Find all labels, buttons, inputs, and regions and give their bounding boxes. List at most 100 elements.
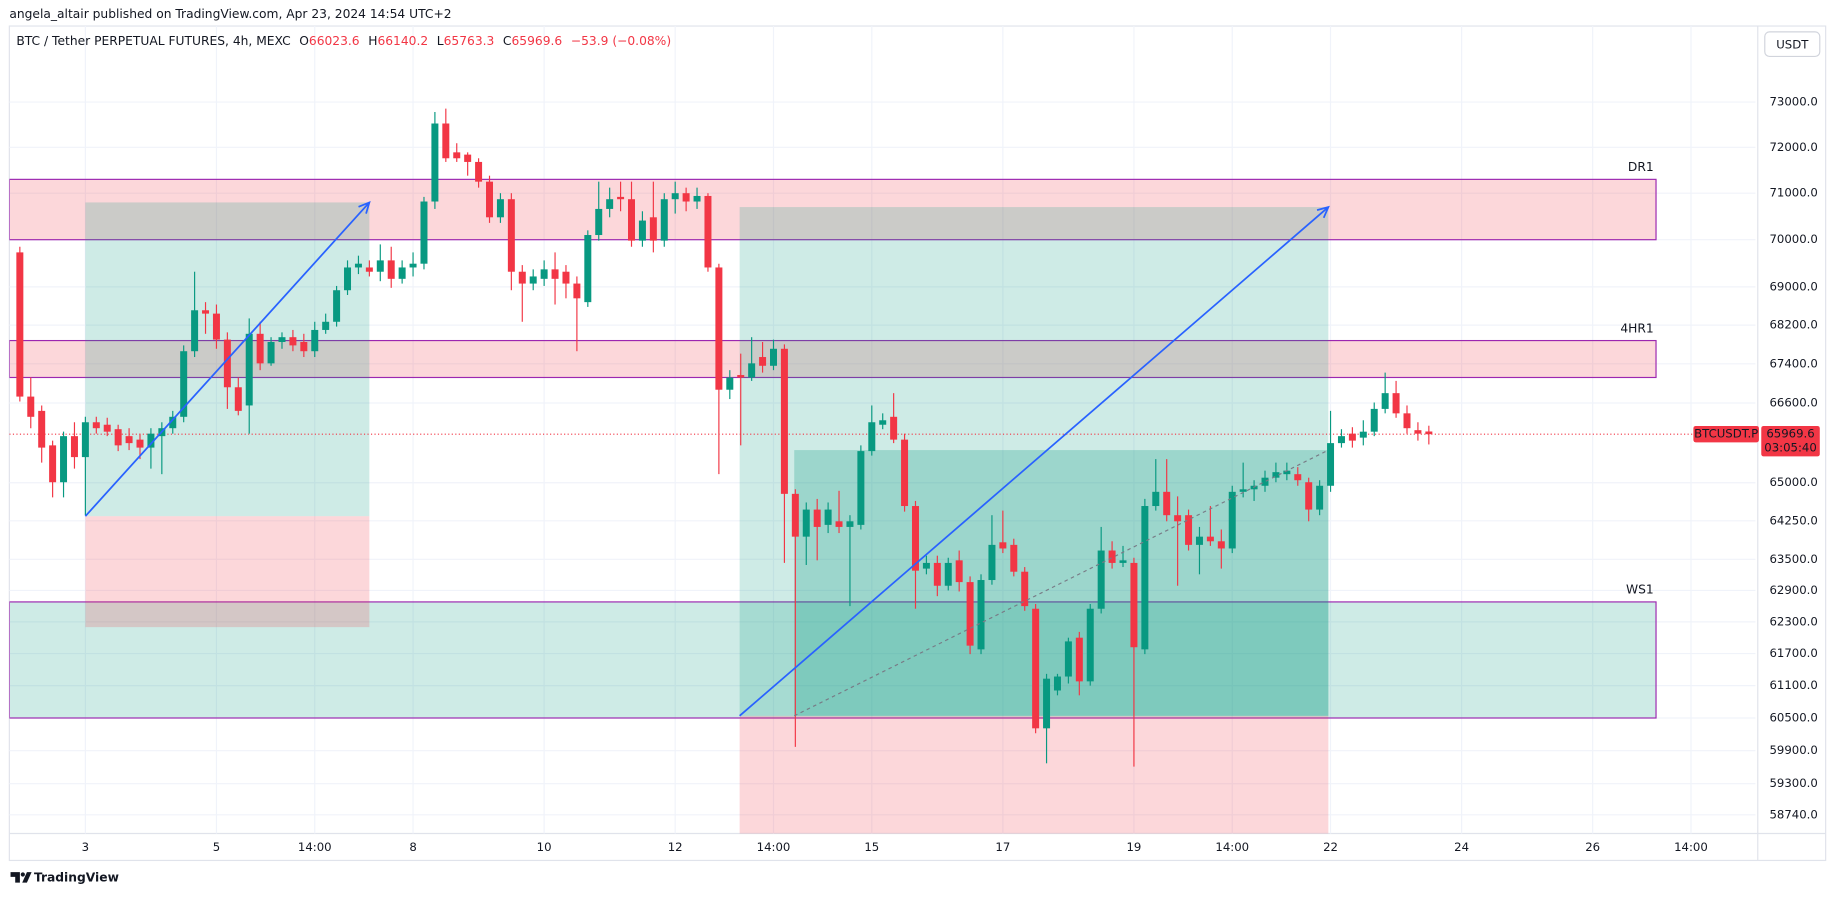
open-value: 66023.6: [309, 34, 360, 48]
candle-body: [464, 154, 472, 162]
x-tick-label: 22: [1323, 840, 1338, 854]
candle-body: [1010, 544, 1018, 572]
candle-body: [1064, 641, 1072, 677]
candle-body: [344, 267, 352, 291]
candle-body: [1337, 436, 1345, 444]
x-tick-label: 24: [1454, 840, 1469, 854]
y-tick-label: 61700.0: [1769, 646, 1817, 660]
candle-body: [1152, 491, 1160, 507]
low-label: L: [437, 34, 444, 48]
x-tick-label: 10: [537, 840, 552, 854]
currency-label[interactable]: USDT: [1776, 37, 1809, 51]
candle-body: [628, 199, 635, 241]
candle-body: [409, 263, 417, 268]
candle-body: [671, 193, 679, 200]
candle-body: [1130, 562, 1138, 648]
symbol-title: BTC / Tether PERPETUAL FUTURES, 4h, MEXC: [16, 34, 290, 48]
progress-line: [793, 449, 1329, 717]
y-tick-label: 61100.0: [1769, 678, 1817, 692]
candle-body: [1185, 515, 1193, 545]
tradingview-logo: [10, 872, 32, 883]
candle-body: [322, 321, 330, 330]
candle-body: [420, 201, 428, 264]
candle-body: [442, 123, 450, 159]
candle-body: [802, 509, 810, 537]
zone-label: 4HR1: [1620, 321, 1653, 335]
candle-body: [180, 351, 188, 417]
candle-body: [1075, 637, 1083, 682]
candle-body: [1294, 474, 1302, 481]
candle-body: [289, 337, 297, 346]
open-label: O: [299, 34, 309, 48]
candle-body: [38, 410, 46, 448]
candle-body: [49, 445, 57, 483]
candle-body: [223, 339, 231, 388]
candle-body: [1403, 413, 1411, 429]
candle-body: [365, 267, 373, 272]
candle-body: [1327, 443, 1335, 486]
candle-body: [114, 429, 122, 446]
candle-body: [1141, 506, 1149, 650]
y-tick-label: 65000.0: [1769, 475, 1817, 489]
symbol-badge-label: BTCUSDT.P: [1694, 427, 1758, 441]
price-badge-countdown: 03:05:40: [1764, 441, 1817, 455]
currency-button[interactable]: [1764, 31, 1821, 58]
candle-body: [649, 217, 657, 241]
candle-body: [933, 562, 941, 586]
y-tick-label: 70000.0: [1769, 232, 1817, 246]
y-tick-label: 62900.0: [1769, 583, 1817, 597]
candle-body: [1021, 571, 1029, 607]
candle-body: [944, 562, 952, 586]
candle-body: [1097, 550, 1105, 609]
y-tick-label: 68200.0: [1769, 318, 1817, 332]
candle-body: [376, 260, 384, 272]
position-arrow: [739, 206, 1329, 717]
candle-body: [1206, 536, 1214, 542]
x-tick-label: 3: [82, 840, 89, 854]
candle-body: [16, 252, 24, 397]
candle-body: [431, 123, 439, 202]
y-tick-label: 58740.0: [1769, 807, 1817, 821]
y-tick-label: 59900.0: [1769, 743, 1817, 757]
position-stop: [739, 715, 1329, 834]
candle-body: [540, 269, 548, 279]
candle-body: [748, 363, 756, 378]
candle-body: [759, 357, 767, 366]
y-tick-label: 67400.0: [1769, 356, 1817, 370]
candle-body: [103, 424, 111, 432]
candle-body: [999, 542, 1007, 549]
candle-body: [1359, 431, 1367, 438]
candle-body: [638, 220, 646, 241]
y-tick-label: 63500.0: [1769, 552, 1817, 566]
candle-body: [890, 416, 898, 440]
candle-body: [92, 422, 100, 429]
candle-body: [1239, 489, 1247, 492]
candle-body: [1217, 541, 1225, 549]
candle-body: [911, 506, 919, 571]
candle-body: [529, 276, 537, 284]
candle-body: [1283, 470, 1291, 475]
zone: [9, 339, 1657, 379]
candle-body: [256, 333, 264, 364]
candle-body: [191, 310, 199, 352]
candle-body: [453, 152, 461, 159]
candle-body: [780, 348, 788, 494]
close-label: C: [503, 34, 512, 48]
logo-mark: [10, 872, 20, 883]
candle-body: [27, 396, 35, 417]
candle-body: [125, 436, 133, 444]
candle-body: [660, 199, 668, 241]
candle-body: [1032, 608, 1040, 729]
candle-body: [1348, 433, 1356, 441]
candle-body: [60, 436, 68, 483]
candle-body: [354, 263, 362, 268]
plot-area: DR1 4HR1 WS1: [9, 108, 1756, 834]
change-value: −53.9 (−0.08%): [571, 34, 671, 48]
candle-body: [966, 582, 974, 646]
candle-body: [584, 235, 592, 303]
candle-body: [1370, 408, 1378, 432]
y-tick-label: 59300.0: [1769, 776, 1817, 790]
axes: 73000.0 72000.0 71000.0 70000.0 69000.0 68200…: [82, 95, 1820, 854]
candle-body: [1272, 472, 1280, 478]
